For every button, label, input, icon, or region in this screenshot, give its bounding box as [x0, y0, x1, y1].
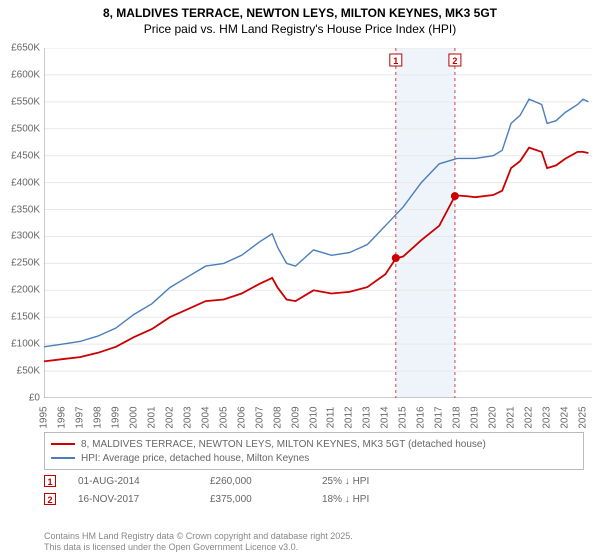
- x-tick-label: 2022: [524, 406, 535, 428]
- svg-text:1: 1: [393, 56, 398, 66]
- event-row: 2 16-NOV-2017 £375,000 18% ↓ HPI: [44, 490, 584, 508]
- x-tick-label: 2011: [326, 407, 337, 429]
- y-tick-label: £550K: [11, 96, 40, 107]
- footer-line-1: Contains HM Land Registry data © Crown c…: [44, 531, 353, 543]
- x-tick-label: 2015: [398, 406, 409, 428]
- x-tick-label: 2001: [146, 406, 157, 428]
- legend-row: 8, MALDIVES TERRACE, NEWTON LEYS, MILTON…: [51, 437, 577, 451]
- x-tick-label: 2010: [308, 406, 319, 428]
- x-tick-label: 2017: [434, 406, 445, 428]
- y-tick-label: £600K: [11, 69, 40, 80]
- event-delta: 25% ↓ HPI: [322, 476, 369, 487]
- y-tick-label: £650K: [11, 43, 40, 54]
- event-date: 16-NOV-2017: [78, 494, 188, 505]
- chart-svg: 12: [44, 48, 592, 398]
- event-date: 01-AUG-2014: [78, 476, 188, 487]
- x-tick-label: 1998: [92, 406, 103, 428]
- chart-area: 12: [44, 48, 592, 398]
- y-tick-label: £200K: [11, 285, 40, 296]
- x-tick-label: 2009: [290, 406, 301, 428]
- y-tick-label: £450K: [11, 150, 40, 161]
- x-axis: 1995199619971998199920002001200220032004…: [44, 398, 592, 418]
- event-price: £260,000: [210, 476, 300, 487]
- event-delta: 18% ↓ HPI: [322, 494, 369, 505]
- y-tick-label: £400K: [11, 177, 40, 188]
- x-tick-label: 2014: [380, 406, 391, 428]
- x-tick-label: 2020: [488, 406, 499, 428]
- event-badge: 1: [44, 475, 56, 487]
- y-tick-label: £0: [29, 393, 40, 404]
- legend-label: HPI: Average price, detached house, Milt…: [81, 453, 309, 464]
- y-tick-label: £100K: [11, 339, 40, 350]
- x-tick-label: 2006: [236, 406, 247, 428]
- x-tick-label: 2004: [200, 406, 211, 428]
- y-tick-label: £250K: [11, 258, 40, 269]
- y-tick-label: £300K: [11, 231, 40, 242]
- x-tick-label: 1999: [110, 406, 121, 428]
- event-row: 1 01-AUG-2014 £260,000 25% ↓ HPI: [44, 472, 584, 490]
- x-tick-label: 2024: [560, 406, 571, 428]
- chart-subtitle: Price paid vs. HM Land Registry's House …: [0, 22, 600, 42]
- x-tick-label: 2025: [578, 406, 589, 428]
- event-price: £375,000: [210, 494, 300, 505]
- x-tick-label: 2002: [164, 406, 175, 428]
- x-tick-label: 2021: [506, 406, 517, 428]
- footer-line-2: This data is licensed under the Open Gov…: [44, 542, 353, 554]
- x-tick-label: 2008: [272, 406, 283, 428]
- x-tick-label: 2019: [470, 406, 481, 428]
- y-tick-label: £500K: [11, 123, 40, 134]
- y-tick-label: £350K: [11, 204, 40, 215]
- x-tick-label: 2005: [218, 406, 229, 428]
- x-tick-label: 2013: [362, 406, 373, 428]
- event-badge: 2: [44, 493, 56, 505]
- x-tick-label: 2023: [542, 406, 553, 428]
- legend-swatch: [51, 443, 75, 445]
- svg-text:2: 2: [452, 56, 457, 66]
- x-tick-label: 1996: [56, 406, 67, 428]
- x-tick-label: 2016: [416, 406, 427, 428]
- legend-row: HPI: Average price, detached house, Milt…: [51, 451, 577, 465]
- footer-attribution: Contains HM Land Registry data © Crown c…: [44, 531, 353, 554]
- y-axis: £0£50K£100K£150K£200K£250K£300K£350K£400…: [0, 48, 44, 398]
- x-tick-label: 2012: [344, 406, 355, 428]
- y-tick-label: £150K: [11, 312, 40, 323]
- x-tick-label: 2000: [128, 406, 139, 428]
- chart-title: 8, MALDIVES TERRACE, NEWTON LEYS, MILTON…: [0, 0, 600, 22]
- legend-label: 8, MALDIVES TERRACE, NEWTON LEYS, MILTON…: [81, 439, 486, 450]
- y-tick-label: £50K: [17, 366, 40, 377]
- x-tick-label: 2007: [254, 406, 265, 428]
- events-table: 1 01-AUG-2014 £260,000 25% ↓ HPI 2 16-NOV-201…: [44, 472, 584, 508]
- x-tick-label: 2003: [182, 406, 193, 428]
- x-tick-label: 2018: [452, 406, 463, 428]
- legend-swatch: [51, 457, 75, 459]
- x-tick-label: 1997: [74, 406, 85, 428]
- legend: 8, MALDIVES TERRACE, NEWTON LEYS, MILTON…: [44, 432, 584, 470]
- x-tick-label: 1995: [39, 406, 50, 428]
